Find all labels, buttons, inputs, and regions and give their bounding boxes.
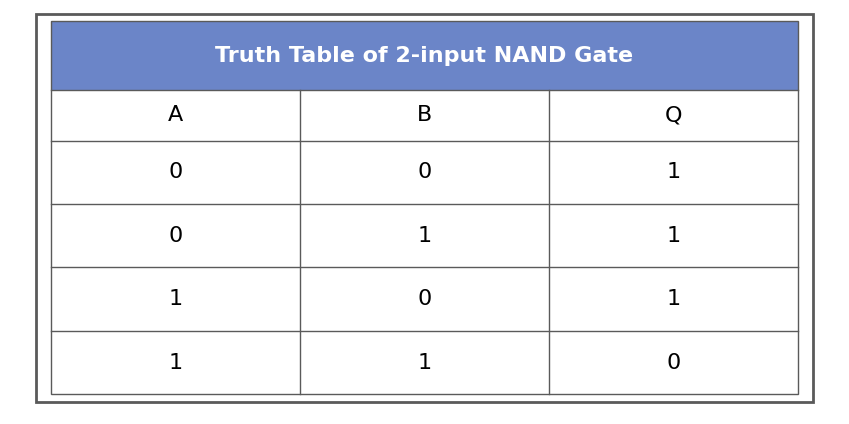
Text: 0: 0 <box>666 353 681 373</box>
Text: 1: 1 <box>666 289 681 309</box>
Text: 0: 0 <box>168 162 183 182</box>
Bar <box>51 90 798 141</box>
Text: 1: 1 <box>168 353 183 373</box>
Text: B: B <box>417 106 432 126</box>
Text: 0: 0 <box>168 226 183 246</box>
Text: A: A <box>168 106 183 126</box>
Text: Truth Table of 2-input NAND Gate: Truth Table of 2-input NAND Gate <box>216 46 633 66</box>
Text: 1: 1 <box>418 226 431 246</box>
Bar <box>51 204 798 268</box>
Text: 1: 1 <box>168 289 183 309</box>
Bar <box>51 268 798 331</box>
Text: 0: 0 <box>418 289 431 309</box>
Text: 1: 1 <box>666 162 681 182</box>
Text: 1: 1 <box>418 353 431 373</box>
Text: 0: 0 <box>418 162 431 182</box>
Bar <box>51 331 798 394</box>
Text: Q: Q <box>665 106 683 126</box>
Bar <box>51 21 798 394</box>
Bar <box>51 21 798 90</box>
Bar <box>51 141 798 204</box>
Text: 1: 1 <box>666 226 681 246</box>
